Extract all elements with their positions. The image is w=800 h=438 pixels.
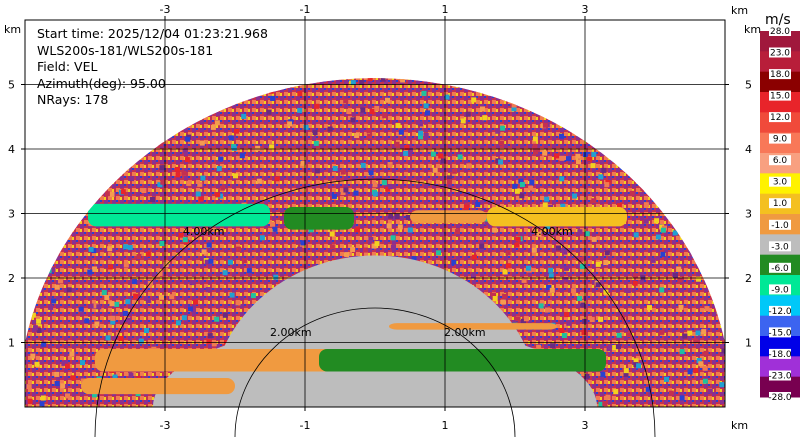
colorbar-label: 9.0 [773, 135, 788, 145]
colorbar-label: 1.0 [773, 199, 788, 209]
colorbar-label-bg [769, 305, 791, 316]
colorbar-label: 3.0 [773, 178, 788, 188]
x-tick-label-bottom: 1 [442, 419, 449, 432]
orange-band-right-mid [410, 210, 487, 224]
colorbar-label-bg [769, 26, 791, 36]
cyan-band-left [88, 203, 270, 227]
colorbar-label-bg [769, 348, 791, 359]
range-ring-label: 4.00km [531, 225, 573, 238]
y-tick-label-right: 5 [745, 79, 752, 92]
colorbar-label: 12.0 [770, 113, 790, 123]
colorbar-label-bg [769, 327, 791, 338]
yellow-band-right [487, 207, 627, 227]
colorbar-label: -23.0 [768, 372, 792, 382]
colorbar-label-bg [769, 112, 791, 123]
start-time: Start time: 2025/12/04 01:23:21.968 [37, 26, 268, 41]
azimuth: Azimuth(deg): 95.00 [37, 76, 166, 91]
colorbar-unit: m/s [765, 12, 791, 28]
x-tick-label-top: 3 [582, 3, 589, 16]
axis-ticks: -3 -3 -1 -1 1 1 3 3 1 1 2 2 3 3 4 4 5 5 [8, 3, 752, 432]
y-tick-label-right: 3 [745, 208, 752, 221]
x-tick-label-bottom: 3 [582, 419, 589, 432]
orange-streak [389, 323, 557, 330]
x-unit-top: km [731, 4, 748, 17]
colorbar-label: -28.0 [768, 393, 792, 403]
colorbar-label: -9.0 [771, 285, 789, 295]
colorbar-label-bg [769, 69, 791, 80]
field-name: Field: VEL [37, 59, 97, 74]
colorbar-label-bg [769, 133, 791, 144]
colorbar-label-bg [769, 370, 791, 381]
colorbar-label: 15.0 [770, 92, 790, 102]
x-tick-label-top: -3 [160, 3, 171, 16]
colorbar-label-bg [769, 241, 791, 252]
y-tick-label-right: 1 [745, 337, 752, 350]
y-tick-label-left: 1 [8, 337, 15, 350]
orange-band-left [95, 348, 347, 372]
x-tick-label-bottom: -1 [300, 419, 311, 432]
y-unit-right: km [744, 23, 761, 36]
range-ring [94, 178, 656, 438]
colorbar-label-bg [769, 90, 791, 101]
colorbar-label: -6.0 [771, 264, 789, 274]
colorbar-label: -1.0 [771, 221, 789, 231]
colorbar-label: 6.0 [773, 156, 788, 166]
colorbar-label-bg [769, 47, 791, 58]
y-tick-label-left: 4 [8, 143, 15, 156]
y-tick-label-right: 4 [745, 143, 752, 156]
x-unit-bottom: km [731, 419, 748, 432]
range-rings: 2.00km 2.00km 4.00km 4.00km [94, 178, 656, 438]
colorbar-label: -18.0 [768, 350, 792, 360]
green-band-mid [284, 207, 354, 230]
colorbar-label-bg [769, 219, 791, 230]
colorbar-label: 23.0 [770, 49, 790, 59]
colorbar-label-bg [769, 262, 791, 273]
colorbar: m/s 28.0 23.0 18.0 15.0 12.0 9.0 6.0 3.0 1.0 -1.0… [760, 12, 800, 403]
colorbar-label-bg [769, 176, 791, 187]
colorbar-label: -15.0 [768, 328, 792, 338]
y-tick-label-right: 2 [745, 272, 752, 285]
nrays: NRays: 178 [37, 92, 108, 107]
range-ring [234, 307, 516, 438]
orange-band-left-low [81, 377, 235, 395]
colorbar-label-bg [769, 155, 791, 166]
grid [25, 20, 725, 407]
range-ring-label: 2.00km [270, 326, 312, 339]
colorbar-label-bg [769, 198, 791, 209]
colorbar-label: 28.0 [770, 27, 790, 37]
range-ring-label: 2.00km [444, 326, 486, 339]
y-tick-label-left: 3 [8, 208, 15, 221]
y-tick-label-left: 2 [8, 272, 15, 285]
colorbar-label-bg [769, 284, 791, 295]
x-tick-label-top: -1 [300, 3, 311, 16]
y-tick-label-left: 5 [8, 79, 15, 92]
x-tick-label-bottom: -3 [160, 419, 171, 432]
colorbar-label: -12.0 [768, 307, 792, 317]
info-block: Start time: 2025/12/04 01:23:21.968 WLS2… [37, 26, 268, 107]
range-ring-label: 4.00km [183, 225, 225, 238]
colorbar-swatch [760, 31, 800, 52]
colorbar-label: -3.0 [771, 242, 789, 252]
colorbar-label-bg [769, 392, 791, 402]
green-band-right [319, 348, 606, 372]
instrument-name: WLS200s-181/WLS200s-181 [37, 43, 213, 58]
colorbar-label: 18.0 [770, 70, 790, 80]
x-tick-label-top: 1 [442, 3, 449, 16]
y-unit-left: km [4, 23, 21, 36]
